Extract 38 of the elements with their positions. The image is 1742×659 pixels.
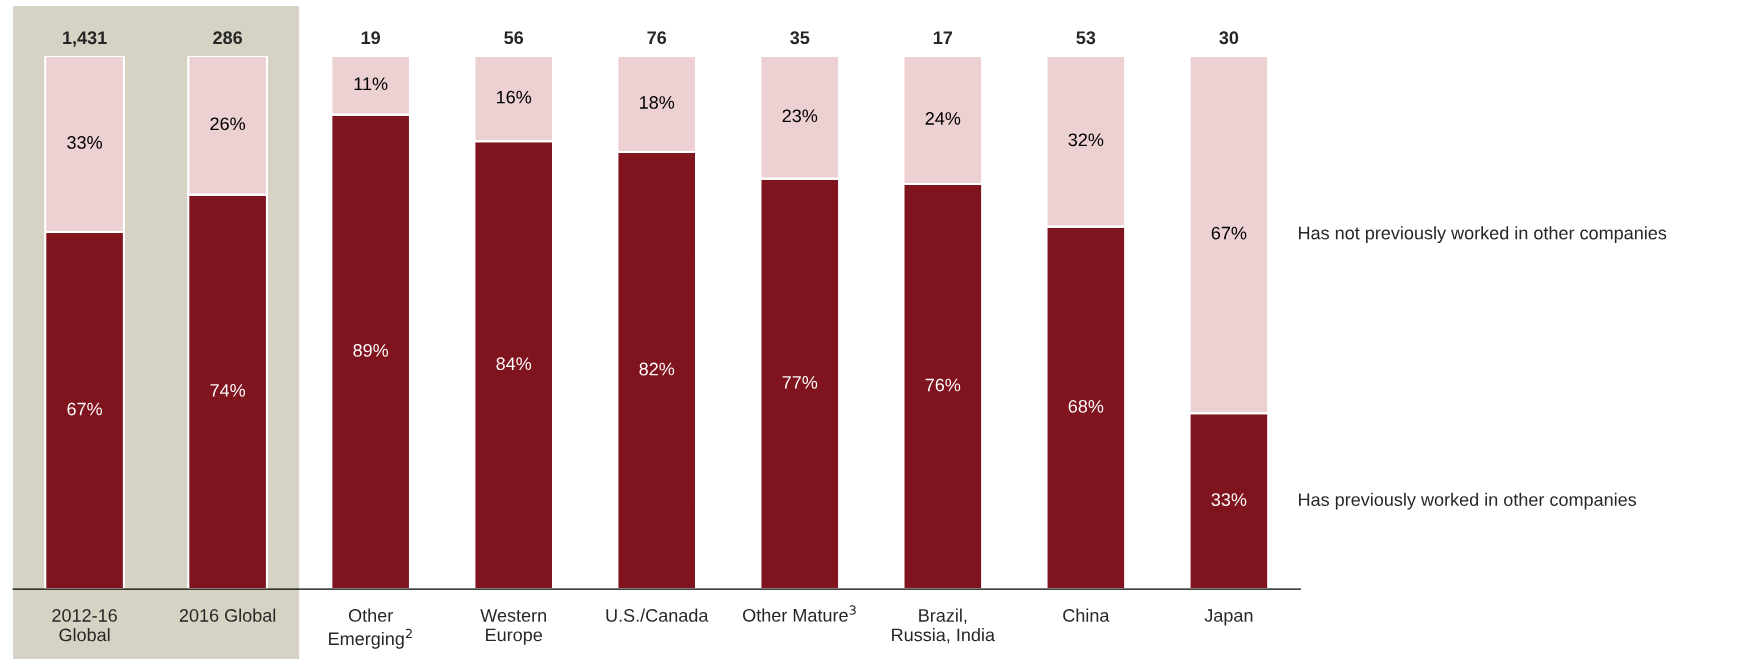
x-tick-label: Brazil, Russia, India	[892, 608, 995, 644]
x-tick-label: 2016 Global	[179, 608, 276, 622]
data-label: 76%	[925, 378, 961, 392]
annotation: 35	[790, 31, 810, 45]
data-label: 84%	[496, 357, 532, 371]
data-label: 32%	[1068, 133, 1104, 147]
series-label: Has not previously worked in other companies	[1299, 226, 1667, 244]
x-tick-label: Japan	[1204, 609, 1253, 626]
data-label: 89%	[353, 343, 389, 357]
data-label: 11%	[354, 77, 388, 91]
data-label: 26%	[210, 117, 246, 131]
data-label: 33%	[67, 136, 103, 149]
annotation: 76	[647, 31, 667, 45]
annotation: 286	[213, 31, 243, 45]
data-label: 74%	[210, 384, 246, 397]
data-label: 33%	[1211, 493, 1247, 507]
x-tick-label: Western Europe	[480, 609, 546, 645]
series-label: Has previously worked in other companies	[1299, 492, 1637, 510]
data-label: 68%	[1068, 399, 1104, 413]
x-tick-label: Other Mature$^{3}$	[743, 605, 856, 622]
data-label: 77%	[782, 376, 818, 389]
data-label: 18%	[640, 96, 675, 109]
data-label: 24%	[925, 112, 961, 125]
data-label: 23%	[782, 109, 818, 123]
x-tick-label: U.S./Canada	[606, 608, 709, 622]
annotation: 30	[1219, 31, 1239, 45]
annotation: 56	[504, 31, 524, 45]
data-label: 16%	[497, 90, 532, 104]
annotation: 53	[1076, 31, 1096, 45]
x-tick-label: Other Emerging$^{2}$	[329, 608, 412, 649]
annotation: 17	[933, 31, 953, 44]
annotation: 1,431	[63, 31, 107, 47]
x-tick-label: 2012-16 Global	[52, 609, 117, 642]
annotation: 19	[361, 31, 381, 45]
data-label: 67%	[67, 402, 103, 416]
data-label: 67%	[1211, 226, 1247, 240]
x-tick-label: China	[1063, 608, 1110, 622]
data-label: 82%	[639, 362, 675, 376]
